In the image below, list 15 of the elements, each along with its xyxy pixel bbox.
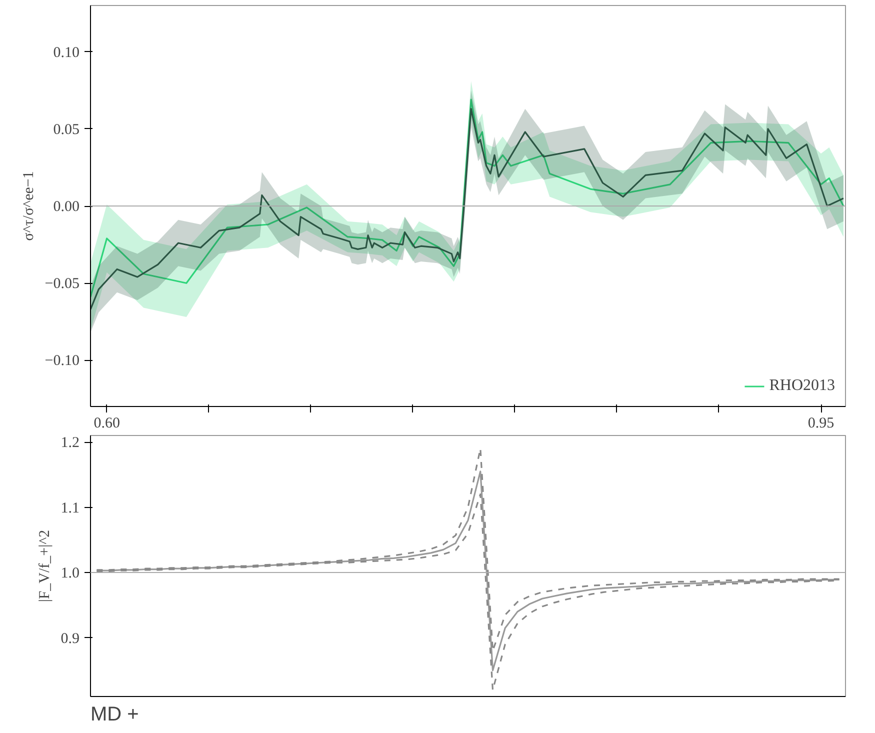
y-tick-label: 1.1 [60,500,80,516]
y-tick-label: −0.05 [44,276,80,292]
x-tick-label: 0.95 [808,416,834,432]
y-tick-label: 0.10 [53,44,80,61]
y-tick-label: 0.9 [60,630,80,647]
y-axis-title: σ^τ/σ^ee−1 [20,171,37,241]
text: MD + [90,704,139,726]
y-tick-label: 1.0 [60,566,80,582]
y-tick-label: 1.2 [60,435,80,452]
y-tick-label: −0.10 [44,353,80,370]
legend-label: RHO2013 [769,377,835,395]
x-tick-label: 0.60 [94,416,120,432]
y-axis-title: |F_V/f_+|^2 [36,530,53,602]
y-tick-label: 0.00 [53,199,80,215]
y-tick-label: 0.05 [53,122,80,138]
